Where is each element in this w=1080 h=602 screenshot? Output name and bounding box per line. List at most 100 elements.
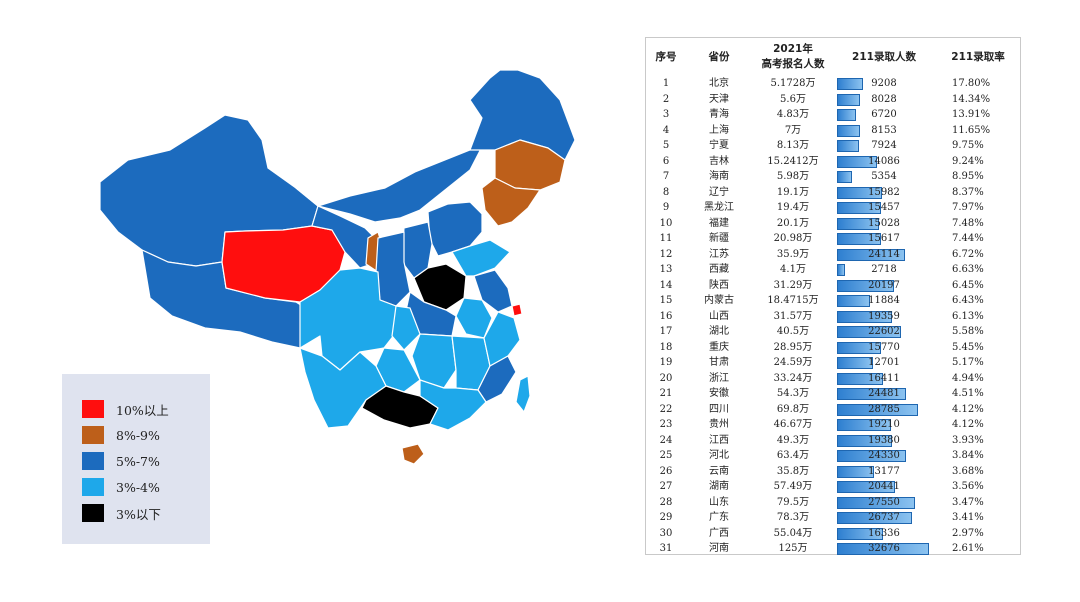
admission-table-panel: 序号 省份 2021年 高考报名人数 211录取人数 211录取率 1 北京 5.1… — [645, 37, 1021, 555]
rank-cell: 11 — [659, 233, 673, 245]
legend-item: 3%以下 — [62, 500, 210, 526]
rank-cell: 30 — [659, 527, 673, 539]
admitted-cell: 9208 — [834, 76, 934, 92]
header-admitted: 211录取人数 — [852, 50, 916, 63]
province-cell: 江苏 — [709, 248, 729, 260]
rank-cell: 29 — [659, 512, 673, 524]
header-rank: 序号 — [655, 50, 677, 63]
province-cell: 黑龙江 — [704, 202, 734, 214]
admitted-bar — [837, 295, 871, 307]
rate-cell: 6.13% — [952, 310, 984, 322]
table-row: 3 青海 4.83万 6720 13.91% — [646, 107, 1022, 123]
rate-cell: 8.37% — [952, 186, 984, 198]
province-cell: 辽宁 — [709, 186, 729, 198]
rate-cell: 6.45% — [952, 279, 984, 291]
province-shanghai — [511, 303, 523, 317]
admitted-cell: 12701 — [834, 355, 934, 371]
province-cell: 安徽 — [709, 388, 729, 400]
province-cell: 广西 — [709, 527, 729, 539]
table-row: 19 甘肃 24.59万 12701 5.17% — [646, 355, 1022, 371]
admitted-value: 15028 — [868, 217, 900, 229]
rank-cell: 10 — [659, 217, 673, 229]
admitted-bar — [837, 481, 895, 493]
table-row: 5 宁夏 8.13万 7924 9.75% — [646, 138, 1022, 154]
table-row: 2 天津 5.6万 8028 14.34% — [646, 92, 1022, 108]
rate-cell: 5.58% — [952, 326, 984, 338]
table-body: 1 北京 5.1728万 9208 17.80% 2 天津 5.6万 8028 14.34% 3 青海… — [646, 76, 1022, 557]
rank-cell: 25 — [659, 450, 673, 462]
admitted-value: 20197 — [868, 279, 900, 291]
legend-label: 3%以下 — [116, 506, 161, 522]
admitted-cell: 14086 — [834, 154, 934, 170]
table-row: 17 湖北 40.5万 22602 5.58% — [646, 324, 1022, 340]
province-cell: 山东 — [709, 496, 729, 508]
admitted-bar — [837, 202, 881, 214]
admitted-bar — [837, 155, 877, 168]
admitted-cell: 16411 — [834, 371, 934, 387]
applicants-cell: 49.3万 — [776, 434, 810, 446]
province-heilongjiang — [469, 69, 576, 161]
admitted-value: 6720 — [871, 109, 897, 120]
admitted-bar — [837, 450, 906, 462]
rate-cell: 3.41% — [952, 512, 984, 524]
admitted-bar — [837, 326, 901, 338]
applicants-cell: 55.04万 — [773, 527, 813, 539]
rank-cell: 3 — [662, 109, 670, 121]
rate-cell: 7.44% — [952, 233, 984, 245]
applicants-cell: 31.29万 — [773, 279, 813, 291]
rate-cell: 4.94% — [952, 372, 984, 384]
applicants-cell: 31.57万 — [773, 310, 813, 322]
province-cell: 甘肃 — [709, 357, 729, 369]
rank-cell: 5 — [662, 140, 670, 152]
rate-cell: 8.95% — [952, 171, 984, 183]
province-shandong — [451, 239, 511, 277]
admitted-cell: 15457 — [834, 200, 934, 216]
admitted-bar — [837, 171, 853, 183]
admitted-cell: 8153 — [834, 123, 934, 139]
legend-item: 3%-4% — [62, 474, 210, 500]
applicants-cell: 15.2412万 — [767, 155, 819, 167]
table-row: 16 山西 31.57万 19359 6.13% — [646, 309, 1022, 325]
applicants-cell: 78.3万 — [776, 512, 810, 524]
applicants-cell: 35.8万 — [776, 465, 810, 477]
legend-swatch — [82, 504, 104, 522]
header-province: 省份 — [708, 50, 730, 63]
table-row: 20 浙江 33.24万 16411 4.94% — [646, 371, 1022, 387]
header-applicants: 2021年 高考报名人数 — [761, 43, 825, 70]
applicants-cell: 8.13万 — [776, 140, 810, 152]
rate-cell: 5.45% — [952, 341, 984, 353]
admitted-bar — [837, 419, 892, 431]
admitted-bar — [837, 279, 894, 292]
admitted-bar — [837, 403, 919, 416]
applicants-cell: 18.4715万 — [767, 295, 819, 307]
rate-cell: 17.80% — [952, 78, 991, 90]
admitted-value: 15457 — [868, 202, 900, 213]
admitted-value: 22602 — [868, 326, 900, 337]
table-row: 24 江西 49.3万 19380 3.93% — [646, 433, 1022, 449]
admitted-cell: 24481 — [834, 386, 934, 402]
province-cell: 海南 — [709, 171, 729, 183]
province-chongqing — [391, 305, 421, 351]
province-cell: 贵州 — [709, 419, 729, 431]
table-row: 18 重庆 28.95万 15770 5.45% — [646, 340, 1022, 356]
admitted-cell: 24114 — [834, 247, 934, 263]
admitted-value: 24114 — [868, 248, 900, 260]
rank-cell: 21 — [659, 388, 673, 400]
admitted-cell: 19359 — [834, 309, 934, 325]
table-row: 31 河南 125万 32676 2.61% — [646, 541, 1022, 557]
admitted-bar — [837, 512, 913, 524]
admitted-value: 15617 — [868, 233, 900, 244]
admitted-value: 19359 — [868, 310, 900, 322]
admitted-value: 7924 — [871, 140, 897, 151]
applicants-cell: 5.98万 — [776, 171, 810, 183]
legend-item: 8%-9% — [62, 422, 210, 448]
rank-cell: 28 — [659, 496, 673, 508]
admitted-cell: 7924 — [834, 138, 934, 154]
rate-cell: 3.56% — [952, 481, 984, 493]
rank-cell: 1 — [662, 78, 670, 90]
province-cell: 广东 — [709, 512, 729, 524]
admitted-value: 32676 — [868, 543, 900, 554]
rate-cell: 3.47% — [952, 496, 984, 508]
rate-cell: 6.43% — [952, 295, 984, 307]
province-cell: 宁夏 — [709, 140, 729, 152]
